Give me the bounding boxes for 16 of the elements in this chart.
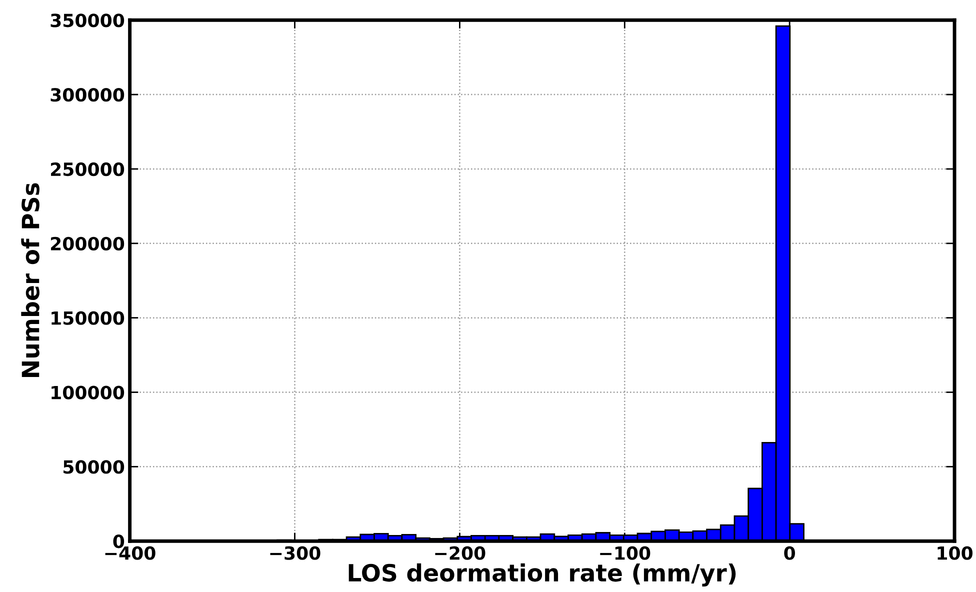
- y-axis-title: Number of PSs: [21, 183, 40, 377]
- x-tick-label: −300: [270, 546, 320, 560]
- x-axis-title: LOS deormation rate (mm/yr): [348, 563, 736, 586]
- y-tick-label: 100000: [52, 386, 124, 400]
- y-tick-label: 0: [113, 534, 124, 548]
- y-tick-label: 300000: [50, 88, 124, 102]
- x-tick-label: 100: [938, 546, 973, 560]
- y-tick-label: 50000: [64, 460, 124, 474]
- y-tick-label: 200000: [51, 236, 124, 251]
- y-tick-label: 150000: [52, 311, 124, 325]
- x-tick-label: −100: [600, 546, 650, 560]
- x-tick-label: 0: [784, 546, 795, 560]
- x-tick-label: −400: [105, 546, 156, 560]
- y-tick-label: 250000: [51, 162, 124, 176]
- x-tick-label: −200: [435, 546, 486, 560]
- y-tick-label: 350000: [50, 14, 124, 28]
